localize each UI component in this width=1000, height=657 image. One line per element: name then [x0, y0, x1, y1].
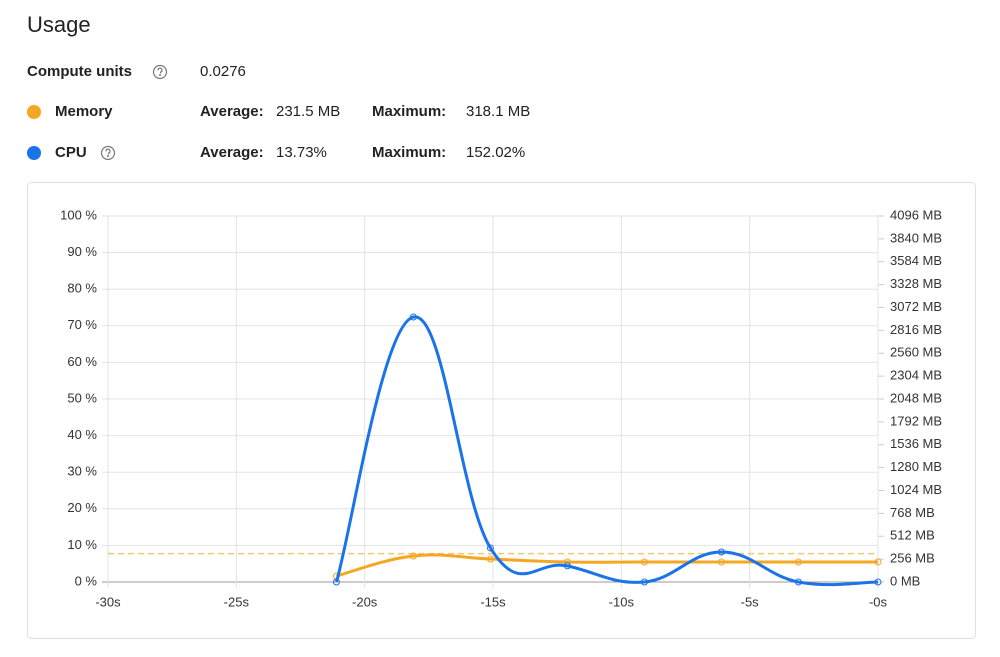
- x-tick-label: -30s: [95, 594, 121, 609]
- y-tick-label: 20 %: [67, 500, 97, 515]
- stat-value: 231.5 MB: [276, 103, 340, 120]
- data-point: [486, 544, 494, 552]
- y2-tick-label: 1792 MB: [890, 413, 942, 428]
- x-tick-label: -0s: [869, 594, 888, 609]
- x-tick-label: -15s: [480, 594, 506, 609]
- y2-tick-label: 0 MB: [890, 573, 920, 588]
- y2-tick-label: 3072 MB: [890, 299, 942, 314]
- y2-tick-label: 4096 MB: [890, 207, 942, 222]
- y2-tick-label: 256 MB: [890, 551, 935, 566]
- y-tick-label: 40 %: [67, 427, 97, 442]
- legend-label: CPU: [55, 144, 87, 161]
- y-tick-label: 60 %: [67, 354, 97, 369]
- data-point: [486, 555, 494, 563]
- series-line: [336, 553, 878, 578]
- y-tick-label: 0 %: [75, 573, 98, 588]
- chart-card: [27, 182, 976, 639]
- data-point: [640, 558, 648, 566]
- x-tick-label: -20s: [352, 594, 378, 609]
- y2-tick-label: 2304 MB: [890, 368, 942, 383]
- help-icon[interactable]: [100, 145, 116, 161]
- y2-tick-label: 768 MB: [890, 505, 935, 520]
- y-tick-label: 90 %: [67, 244, 97, 259]
- y-tick-label: 50 %: [67, 390, 97, 405]
- x-tick-label: -5s: [741, 594, 760, 609]
- help-icon[interactable]: [152, 64, 168, 80]
- chart: 0 % 10 % 20 % 30 % 40 % 50 % 60 % 70 % 80 % 90 % 1…: [60, 207, 942, 609]
- y2-tick-label: 3328 MB: [890, 276, 942, 291]
- data-point: [794, 558, 802, 566]
- y-tick-label: 100 %: [60, 207, 97, 222]
- stat-value: 13.73%: [276, 144, 327, 161]
- y-tick-label: 70 %: [67, 317, 97, 332]
- y2-tick-label: 3584 MB: [890, 253, 942, 268]
- stat-label: Average:: [200, 144, 264, 161]
- x-tick-label: -10s: [609, 594, 635, 609]
- y-tick-label: 80 %: [67, 281, 97, 296]
- legend-dot: [27, 146, 41, 160]
- y-tick-label: 10 %: [67, 537, 97, 552]
- data-point: [717, 558, 725, 566]
- stat-label: Compute units: [27, 63, 132, 80]
- data-point: [640, 578, 648, 586]
- y2-tick-label: 1024 MB: [890, 482, 942, 497]
- y2-tick-label: 2816 MB: [890, 322, 942, 337]
- data-point: [332, 578, 340, 586]
- stat-label: Average:: [200, 103, 264, 120]
- series-line: [334, 315, 879, 587]
- stat-value: 318.1 MB: [466, 103, 530, 120]
- y-tick-label: 30 %: [67, 464, 97, 479]
- stat-label: Maximum:: [372, 144, 446, 161]
- stat-value: 0.0276: [200, 63, 246, 80]
- data-point: [794, 578, 802, 586]
- y2-tick-label: 2048 MB: [890, 390, 942, 405]
- stat-value: 152.02%: [466, 144, 525, 161]
- legend-label: Memory: [55, 103, 113, 120]
- page-title: Usage: [27, 12, 91, 37]
- y2-tick-label: 512 MB: [890, 528, 935, 543]
- x-tick-label: -25s: [224, 594, 250, 609]
- y2-tick-label: 2560 MB: [890, 345, 942, 360]
- data-point: [409, 313, 417, 321]
- data-point: [717, 548, 725, 556]
- data-point: [409, 552, 417, 560]
- data-point: [874, 578, 882, 586]
- data-point: [874, 558, 882, 566]
- stat-label: Maximum:: [372, 103, 446, 120]
- data-point: [563, 562, 571, 570]
- y2-tick-label: 1280 MB: [890, 459, 942, 474]
- y2-tick-label: 1536 MB: [890, 436, 942, 451]
- y2-tick-label: 3840 MB: [890, 230, 942, 245]
- legend-dot: [27, 105, 41, 119]
